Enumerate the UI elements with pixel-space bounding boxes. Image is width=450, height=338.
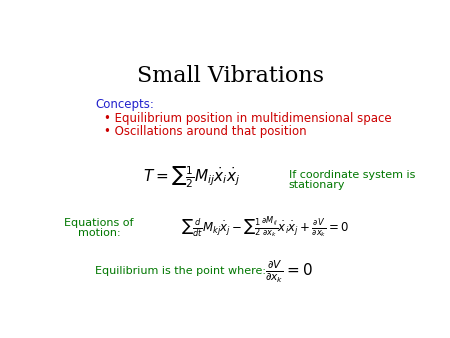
- Text: Equations of: Equations of: [64, 218, 134, 228]
- Text: Small Vibrations: Small Vibrations: [137, 65, 324, 87]
- Text: Concepts:: Concepts:: [95, 98, 154, 111]
- Text: If coordinate system is: If coordinate system is: [289, 170, 415, 180]
- Text: • Equilibrium position in multidimensional space: • Equilibrium position in multidimension…: [104, 112, 392, 125]
- Text: $\sum \frac{d}{dt} M_{kj} \dot{x}_j - \sum \frac{1}{2} \frac{\partial M_{ij}}{\p: $\sum \frac{d}{dt} M_{kj} \dot{x}_j - \s…: [181, 214, 350, 240]
- Text: Equilibrium is the point where:: Equilibrium is the point where:: [95, 266, 266, 276]
- Text: $T = \sum \frac{1}{2} M_{ij} \dot{x}_i \dot{x}_j$: $T = \sum \frac{1}{2} M_{ij} \dot{x}_i \…: [143, 165, 241, 190]
- Text: • Oscillations around that position: • Oscillations around that position: [104, 125, 307, 138]
- Text: stationary: stationary: [289, 180, 345, 190]
- Text: $\frac{\partial V}{\partial x_k} = 0$: $\frac{\partial V}{\partial x_k} = 0$: [265, 259, 313, 285]
- Text: motion:: motion:: [77, 228, 120, 238]
